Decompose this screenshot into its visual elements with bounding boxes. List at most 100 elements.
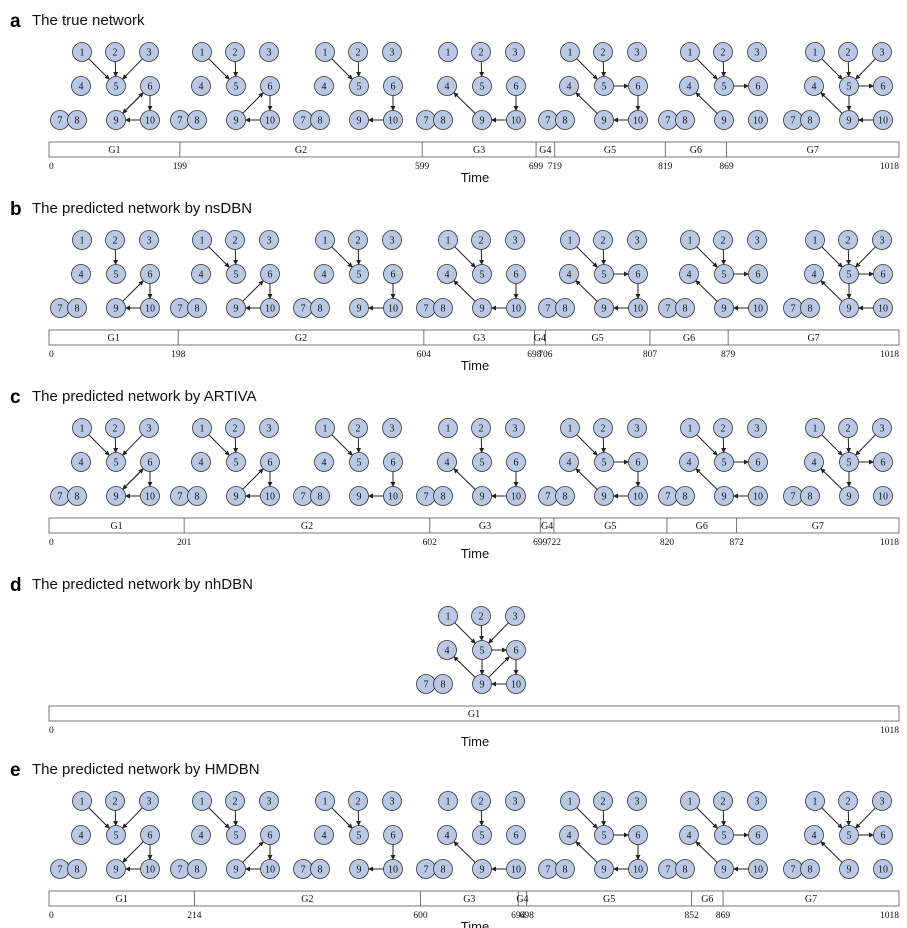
node-label: 6 [881,458,886,469]
node-1 [192,230,212,250]
node-label: 9 [602,116,607,127]
node-label: 1 [200,48,205,59]
node-2 [105,230,125,250]
node-10 [383,486,403,506]
edge-9-4 [453,841,476,863]
node-label: 4 [322,270,327,281]
network-g5: 1 2 3 4 5 6 7 8 9 10 [538,791,648,879]
node-10 [628,486,648,506]
node-10 [748,110,768,130]
node-label: 8 [441,304,446,315]
node-10 [628,110,648,130]
node-9 [349,859,369,879]
edge-3-5 [855,807,876,829]
tick-label: 198 [171,350,186,360]
node-label: 2 [601,48,606,59]
network-g4: 1 2 3 4 5 6 7 8 9 10 [416,418,526,506]
node-label: 5 [602,831,607,842]
node-8 [555,486,575,506]
node-3 [627,418,647,438]
segment-label: G1 [110,521,122,532]
node-label: 5 [480,82,485,93]
segment-label: G1 [116,894,128,905]
edge-3-5 [122,434,143,456]
node-6 [140,264,160,284]
network-g3: 1 2 3 4 5 6 7 8 9 10 [293,418,403,506]
node-6 [383,825,403,845]
node-label: 6 [636,831,641,842]
node-label: 10 [753,865,763,876]
segment-label: G1 [108,145,120,156]
panel-title: The predicted network by nsDBN [32,200,252,217]
panel-letter: d [10,575,22,596]
edge-9-4 [453,92,476,114]
network-g2: 1 2 3 4 5 6 7 8 9 10 [170,42,280,130]
node-10 [140,486,160,506]
node-label: 1 [813,797,818,808]
node-label: 7 [301,865,306,876]
node-5 [594,264,614,284]
node-9 [839,298,859,318]
network-g3: 1 2 3 4 5 6 7 8 9 10 [293,230,403,318]
node-label: 10 [753,116,763,127]
node-label: 9 [357,304,362,315]
node-5 [349,264,369,284]
node-5 [226,452,246,472]
network-g2: 1 2 3 4 5 6 7 8 9 10 [170,230,280,318]
node-9 [226,110,246,130]
node-label: 4 [567,458,572,469]
node-1 [805,791,825,811]
node-label: 2 [113,236,118,247]
node-label: 4 [812,831,817,842]
node-label: 3 [513,424,518,435]
node-label: 2 [233,236,238,247]
node-label: 1 [446,612,451,623]
node-label: 9 [357,116,362,127]
node-8 [187,859,207,879]
edge-1-5 [208,58,230,80]
node-9 [714,298,734,318]
node-2 [713,230,733,250]
node-label: 2 [356,48,361,59]
edge-9-6 [242,841,264,863]
node-6 [140,76,160,96]
node-4 [679,825,699,845]
node-label: 10 [265,865,275,876]
node-8 [187,110,207,130]
node-label: 4 [567,82,572,93]
node-label: 5 [722,831,727,842]
node-4 [679,452,699,472]
node-4 [437,452,457,472]
node-6 [873,76,893,96]
node-2 [225,791,245,811]
tick-label: 0 [49,162,54,172]
panel-d: d The predicted network by nhDBN 1 2 3 4 5 6 7 8 9… [10,575,900,749]
node-9 [594,486,614,506]
tick-label: 602 [423,538,438,548]
node-label: 8 [318,304,323,315]
edge-1-5 [821,807,843,829]
node-6 [140,452,160,472]
node-3 [259,418,279,438]
node-1 [438,42,458,62]
node-label: 4 [322,82,327,93]
node-label: 4 [687,458,692,469]
edge-9-4 [820,280,843,302]
node-5 [472,825,492,845]
node-9 [106,486,126,506]
node-6 [628,264,648,284]
node-label: 1 [446,236,451,247]
segment-label: G1 [468,709,480,720]
edge-1-5 [454,246,476,268]
node-6 [140,825,160,845]
node-5 [349,76,369,96]
segment-label: G3 [473,333,485,344]
node-label: 2 [479,797,484,808]
node-label: 9 [847,116,852,127]
edge-9-4 [695,92,718,114]
edge-9-6 [122,468,144,490]
node-4 [559,76,579,96]
node-label: 4 [79,82,84,93]
segment-label: G1 [107,333,119,344]
